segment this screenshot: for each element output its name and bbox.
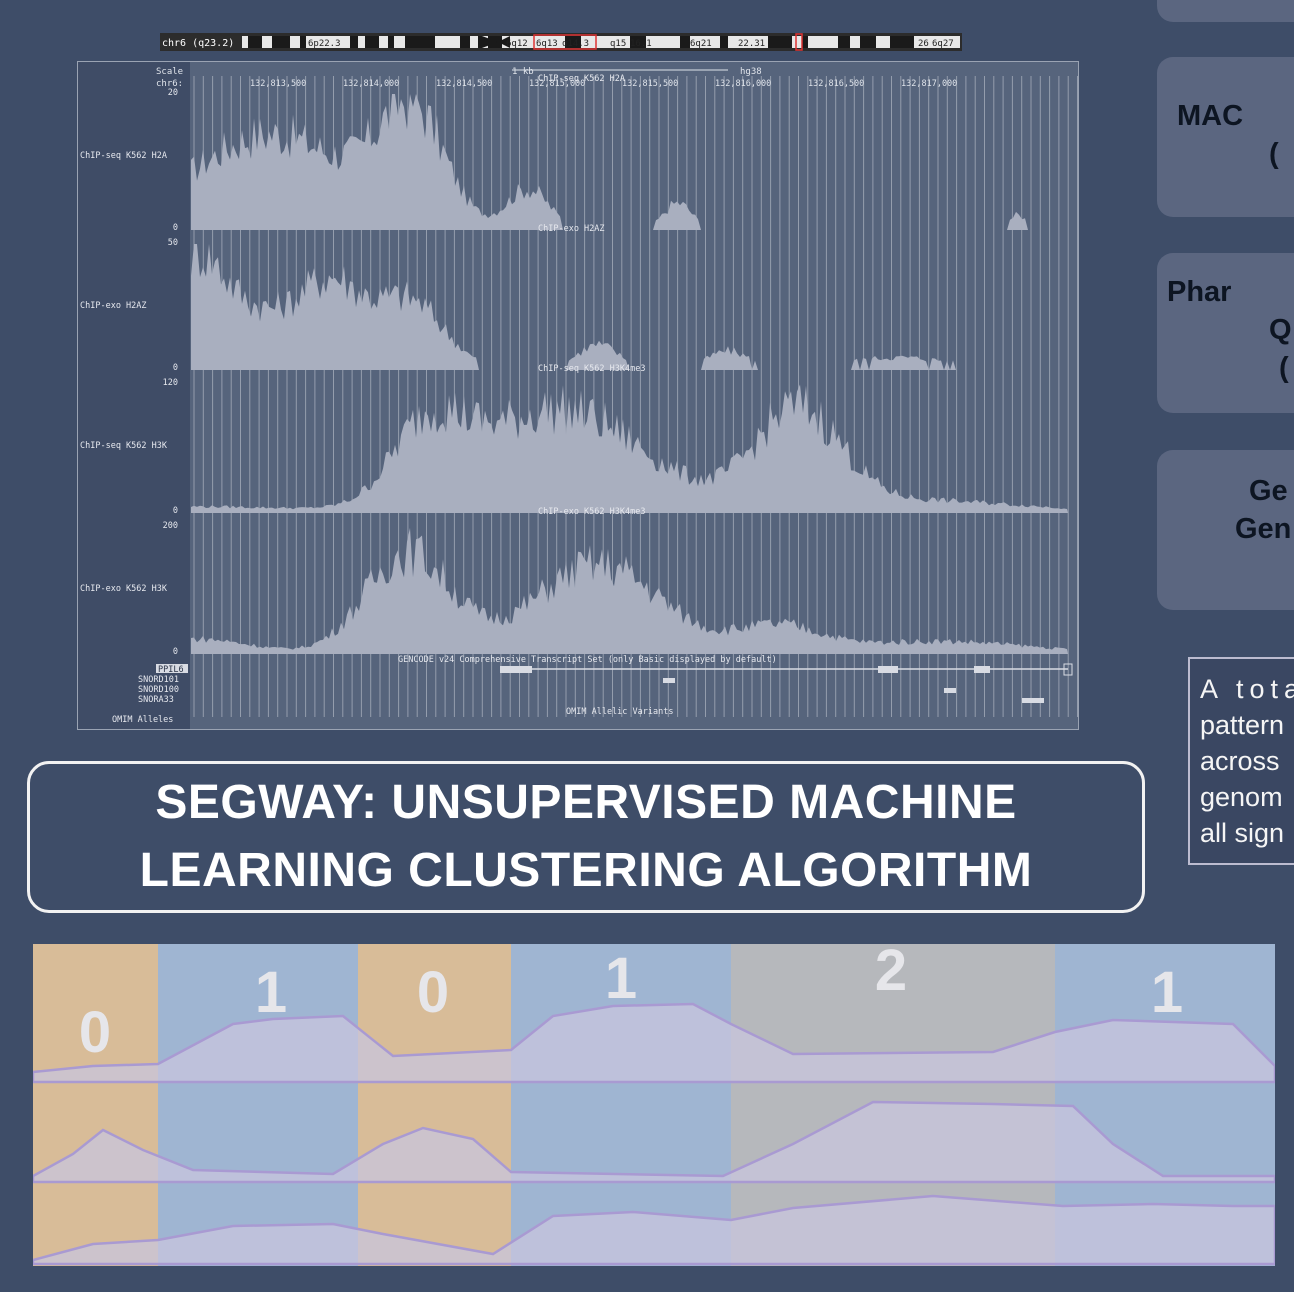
ideogram-band-label: 26 — [918, 39, 929, 49]
card-line: Ge — [1249, 475, 1288, 507]
segment-signal — [33, 1100, 1275, 1184]
segment-label: 0 — [79, 1000, 111, 1065]
ideogram-band-label: 6q13 — [536, 39, 558, 49]
segment-block — [158, 944, 358, 1266]
signal-track — [191, 527, 1068, 654]
genome-browser-panel[interactable]: Scale chr6: 1 kb hg38 132,813,500 132,814… — [77, 61, 1079, 730]
ideogram-band-label: 16.1 — [630, 39, 652, 49]
omim-label: OMIM Alleles — [112, 715, 173, 725]
segment-block — [33, 944, 158, 1266]
track-side-label: ChIP-seq K562 H3K — [80, 441, 168, 451]
gene-label: SNORD101 — [138, 675, 179, 685]
segment-label: 1 — [605, 946, 637, 1011]
ideogram-band-label: q15 — [610, 39, 626, 49]
segway-title-line: SEGWAY: UNSUPERVISED MACHINE — [155, 776, 1017, 829]
segway-title-box: SEGWAY: UNSUPERVISED MACHINE LEARNING CL… — [27, 761, 1145, 913]
note-line: A tota — [1200, 674, 1294, 704]
ideogram-band-label: 6q12 — [506, 39, 528, 49]
ruler-scale-label: Scale — [156, 67, 183, 77]
card-line: MAC — [1177, 100, 1244, 132]
track-side-label: ChIP-exo K562 H3K — [80, 584, 168, 594]
track-min-label: 0 — [173, 363, 178, 373]
ruler-position-label: 132,815,000 — [529, 79, 585, 89]
note-line: across — [1200, 746, 1280, 776]
segment-label: 1 — [255, 960, 287, 1025]
segment-label: 2 — [875, 944, 907, 1003]
ruler-assembly: hg38 — [740, 67, 762, 77]
ruler-position-label: 132,816,000 — [715, 79, 771, 89]
signal-track — [191, 94, 1068, 230]
gene-label: SNORA33 — [138, 695, 174, 705]
track-max-label: 20 — [168, 88, 178, 98]
ruler-scale-text: 1 kb — [512, 67, 534, 77]
note-line: all sign — [1200, 818, 1285, 848]
track-title: ChIP-exo K562 H3K4me3 — [538, 507, 645, 517]
ideogram-band-label: 6p22.3 — [308, 39, 341, 49]
info-card[interactable] — [1157, 0, 1294, 22]
ideogram-band-label: 6q27 — [932, 39, 954, 49]
track-min-label: 0 — [173, 223, 178, 233]
card-line: Phar — [1167, 276, 1232, 308]
signal-track — [191, 384, 1068, 513]
gene-label: SNORD100 — [138, 685, 179, 695]
track-side-label: ChIP-exo H2AZ — [80, 301, 147, 311]
track-max-label: 200 — [163, 521, 178, 531]
ruler-position-label: 132,816,500 — [808, 79, 864, 89]
segmentation-diagram: 0 1 0 1 2 1 — [33, 944, 1275, 1266]
gene-label: PPIL6 — [158, 665, 184, 675]
segment-signal — [33, 1194, 1275, 1266]
ruler-position-label: 132,814,500 — [436, 79, 492, 89]
gencode-title: GENCODE v24 Comprehensive Transcript Set… — [398, 655, 777, 665]
track-title: ChIP-seq K562 H3K4me3 — [538, 364, 645, 374]
info-card[interactable]: Phar Q ( — [1157, 253, 1294, 413]
ruler-position-label: 132,814,000 — [343, 79, 399, 89]
track-max-label: 50 — [168, 238, 178, 248]
track-title: ChIP-exo H2AZ — [538, 224, 605, 234]
card-line: Q — [1269, 314, 1292, 346]
track-min-label: 0 — [173, 506, 178, 516]
chromosome-ideogram: chr6 (q23.2) 6p22.3 6q12 6q13 q14.3 q15 … — [160, 33, 962, 51]
ruler-position-label: 132,817,000 — [901, 79, 957, 89]
ideogram-band-label: q14.3 — [562, 39, 589, 49]
ruler-position-label: 132,813,500 — [250, 79, 306, 89]
segment-label: 1 — [1151, 960, 1183, 1025]
note-line: genom — [1200, 782, 1283, 812]
signal-track — [191, 244, 1068, 370]
track-min-label: 0 — [173, 647, 178, 657]
segment-block — [358, 944, 511, 1266]
description-note: A tota pattern across genom all sign — [1188, 657, 1294, 865]
genome-browser-image: Scale chr6: 1 kb hg38 132,813,500 132,814… — [78, 62, 1078, 729]
info-card[interactable]: MAC ( — [1157, 57, 1294, 217]
track-side-label: ChIP-seq K562 H2A — [80, 151, 167, 161]
info-card[interactable]: Ge Gen — [1157, 450, 1294, 610]
card-line: ( — [1269, 138, 1279, 170]
ideogram-band-label: 6q21 — [690, 39, 712, 49]
ruler-chrom-label: chr6: — [156, 79, 183, 89]
track-max-label: 120 — [163, 378, 178, 388]
omim-title: OMIM Allelic Variants — [566, 707, 673, 717]
segment-signal — [33, 1002, 1275, 1084]
card-line: Gen — [1235, 513, 1292, 545]
ruler-position-label: 132,815,500 — [622, 79, 678, 89]
ideogram-chrom-label: chr6 (q23.2) — [162, 38, 234, 49]
track-title: ChIP-seq K562 H2A — [538, 74, 625, 84]
card-line: ( — [1279, 352, 1289, 384]
ideogram-band-label: 22.31 — [738, 39, 765, 49]
segment-label: 0 — [417, 960, 449, 1025]
note-line: pattern — [1200, 710, 1285, 740]
segway-title-line: LEARNING CLUSTERING ALGORITHM — [139, 844, 1033, 897]
